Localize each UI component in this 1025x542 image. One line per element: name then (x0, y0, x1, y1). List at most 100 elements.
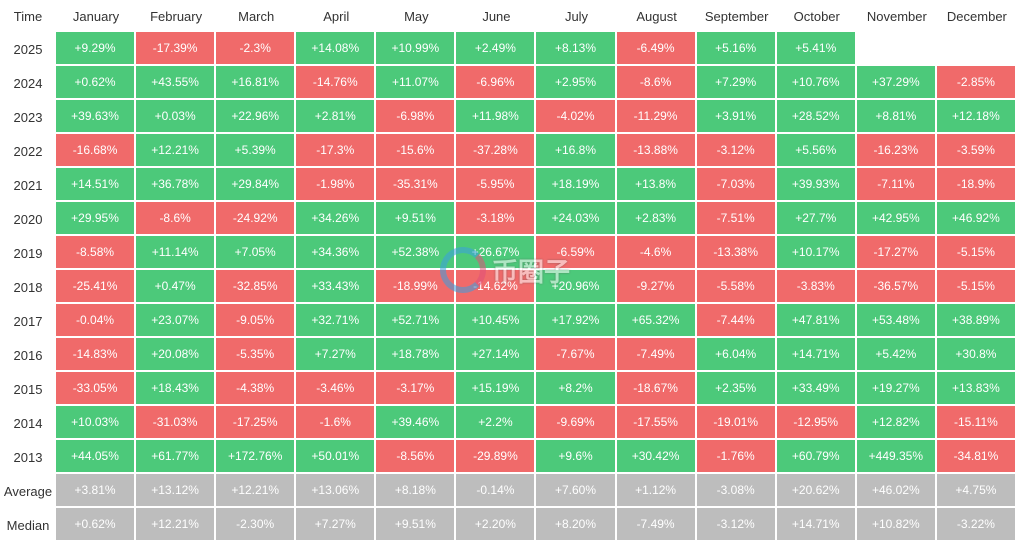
row-label: Median (6, 517, 50, 533)
heatmap-cell: +2.95% (536, 66, 617, 100)
heatmap-cell: +18.78% (376, 338, 457, 372)
heatmap-cell: +7.29% (696, 66, 777, 100)
heatmap-cell: +5.41% (776, 32, 857, 66)
heatmap-cell: +33.43% (296, 270, 377, 304)
heatmap-cell: +19.27% (856, 372, 937, 406)
column-header: February (150, 8, 203, 24)
column-header: May (404, 8, 429, 24)
heatmap-cell: -2.85% (936, 66, 1017, 100)
column-header: September (704, 8, 769, 24)
heatmap-cell: -4.6% (616, 236, 697, 270)
heatmap-cell: +449.35% (856, 440, 937, 474)
column-header: July (564, 8, 589, 24)
heatmap-cell: +47.81% (776, 304, 857, 338)
heatmap-cell: +22.96% (216, 100, 297, 134)
summary-cell: +0.62% (56, 508, 137, 542)
summary-cell: +13.06% (296, 474, 377, 508)
heatmap-cell (936, 32, 1017, 66)
heatmap-cell: -3.12% (696, 134, 777, 168)
heatmap-cell: -17.39% (136, 32, 217, 66)
heatmap-cell: +10.03% (56, 406, 137, 440)
heatmap-cell: +30.42% (616, 440, 697, 474)
summary-cell: -3.12% (696, 508, 777, 542)
row-label: 2017 (13, 313, 43, 329)
heatmap-cell: +11.14% (136, 236, 217, 270)
column-header: November (866, 8, 927, 24)
heatmap-cell: -17.25% (216, 406, 297, 440)
heatmap-cell: -6.49% (616, 32, 697, 66)
heatmap-cell: +13.83% (936, 372, 1017, 406)
heatmap-cell: -7.11% (856, 168, 937, 202)
summary-cell: +4.75% (936, 474, 1017, 508)
heatmap-cell: -12.95% (776, 406, 857, 440)
heatmap-cell: -5.95% (456, 168, 537, 202)
summary-cell: +9.51% (376, 508, 457, 542)
heatmap-cell: +2.2% (456, 406, 537, 440)
heatmap-cell: -5.58% (696, 270, 777, 304)
summary-cell: +20.62% (776, 474, 857, 508)
heatmap-cell: +8.81% (856, 100, 937, 134)
heatmap-cell: -11.29% (616, 100, 697, 134)
heatmap-cell: +2.83% (616, 202, 697, 236)
heatmap-cell: +29.84% (216, 168, 297, 202)
heatmap-cell: +0.03% (136, 100, 217, 134)
heatmap-cell: +5.39% (216, 134, 297, 168)
heatmap-cell: -34.81% (936, 440, 1017, 474)
heatmap-cell: -9.27% (616, 270, 697, 304)
heatmap-cell: -15.6% (376, 134, 457, 168)
heatmap-cell: +30.8% (936, 338, 1017, 372)
heatmap-cell: +27.14% (456, 338, 537, 372)
heatmap-cell: +34.36% (296, 236, 377, 270)
heatmap-cell: +5.42% (856, 338, 937, 372)
heatmap-cell: -3.18% (456, 202, 537, 236)
heatmap-cell: +0.62% (56, 66, 137, 100)
heatmap-cell: +5.16% (696, 32, 777, 66)
heatmap-cell: +39.63% (56, 100, 137, 134)
heatmap-cell: +10.17% (776, 236, 857, 270)
heatmap-cell: +17.92% (536, 304, 617, 338)
heatmap-cell: +9.29% (56, 32, 137, 66)
heatmap-cell: +46.92% (936, 202, 1017, 236)
watermark-logo-icon (440, 247, 486, 293)
heatmap-cell: +0.47% (136, 270, 217, 304)
summary-cell: +46.02% (856, 474, 937, 508)
heatmap-cell: +18.43% (136, 372, 217, 406)
heatmap-cell: +15.19% (456, 372, 537, 406)
column-header: March (238, 8, 275, 24)
heatmap-cell: -4.38% (216, 372, 297, 406)
heatmap-cell: +38.89% (936, 304, 1017, 338)
heatmap-cell: -9.69% (536, 406, 617, 440)
heatmap-cell: +7.05% (216, 236, 297, 270)
heatmap-cell: +3.91% (696, 100, 777, 134)
heatmap-cell: -1.6% (296, 406, 377, 440)
heatmap-cell: +20.96% (536, 270, 617, 304)
row-label: 2013 (13, 449, 43, 465)
heatmap-cell: -8.6% (616, 66, 697, 100)
heatmap-cell: +2.81% (296, 100, 377, 134)
watermark: 币圈子 (440, 240, 600, 300)
summary-cell: +8.20% (536, 508, 617, 542)
heatmap-cell: -8.6% (136, 202, 217, 236)
heatmap-cell: +8.2% (536, 372, 617, 406)
heatmap-cell: +37.29% (856, 66, 937, 100)
heatmap-cell: -7.67% (536, 338, 617, 372)
heatmap-cell: -6.98% (376, 100, 457, 134)
heatmap-cell: -16.23% (856, 134, 937, 168)
heatmap-cell: -25.41% (56, 270, 137, 304)
summary-cell: +2.20% (456, 508, 537, 542)
row-label: 2022 (13, 143, 43, 159)
heatmap-cell: +7.27% (296, 338, 377, 372)
heatmap-cell: +8.13% (536, 32, 617, 66)
heatmap-cell: -17.27% (856, 236, 937, 270)
heatmap-cell: -3.46% (296, 372, 377, 406)
heatmap-cell: +12.21% (136, 134, 217, 168)
summary-cell: +10.82% (856, 508, 937, 542)
summary-cell: +12.21% (136, 508, 217, 542)
summary-cell: +7.27% (296, 508, 377, 542)
heatmap-cell: -13.88% (616, 134, 697, 168)
heatmap-cell: -6.96% (456, 66, 537, 100)
heatmap-cell: -14.83% (56, 338, 137, 372)
heatmap-cell: -16.68% (56, 134, 137, 168)
heatmap-cell: -1.98% (296, 168, 377, 202)
